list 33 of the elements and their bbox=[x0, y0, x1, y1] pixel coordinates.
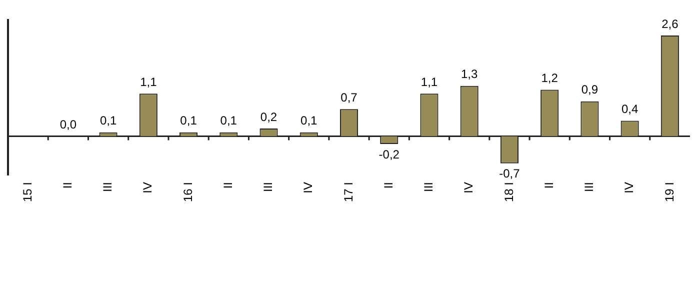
data-label: 0,9 bbox=[581, 82, 598, 97]
data-label: 0,1 bbox=[100, 114, 117, 128]
x-tick-label: III bbox=[261, 182, 276, 192]
data-label: 0,2 bbox=[260, 110, 278, 124]
x-tick-label: 15 I bbox=[20, 182, 34, 202]
x-tick-label: 19 I bbox=[662, 182, 676, 202]
x-tick-label: III bbox=[100, 182, 115, 192]
data-label: 0,1 bbox=[220, 114, 238, 128]
data-label: 0,0 bbox=[60, 118, 77, 132]
data-label: 2,6 bbox=[662, 16, 679, 31]
data-label: 1,1 bbox=[140, 74, 158, 89]
data-label: -0,7 bbox=[499, 166, 520, 181]
data-label: 0,1 bbox=[180, 114, 198, 128]
x-tick-label: III bbox=[422, 182, 436, 192]
x-tick-label: III bbox=[582, 182, 596, 192]
x-tick-label: 18 I bbox=[502, 182, 516, 202]
x-tick-label: IV bbox=[301, 182, 316, 194]
data-label: 1,1 bbox=[420, 74, 438, 89]
x-tick-label: II bbox=[220, 182, 235, 189]
data-label: 1,2 bbox=[541, 71, 558, 86]
x-tick-label: II bbox=[381, 182, 396, 189]
data-label: 0,4 bbox=[621, 102, 638, 116]
x-tick-label: 17 I bbox=[341, 182, 356, 202]
x-tick-label: II bbox=[542, 182, 556, 189]
x-tick-label: IV bbox=[140, 182, 155, 194]
data-label: 0,7 bbox=[340, 90, 358, 104]
x-tick-label: II bbox=[60, 182, 74, 189]
x-tick-label: 16 I bbox=[180, 182, 195, 202]
x-tick-label: IV bbox=[462, 182, 476, 194]
data-label: 0,1 bbox=[300, 114, 318, 128]
data-label: -0,2 bbox=[378, 147, 400, 162]
data-label: 1,3 bbox=[461, 67, 478, 82]
x-tick-label: IV bbox=[622, 182, 636, 194]
